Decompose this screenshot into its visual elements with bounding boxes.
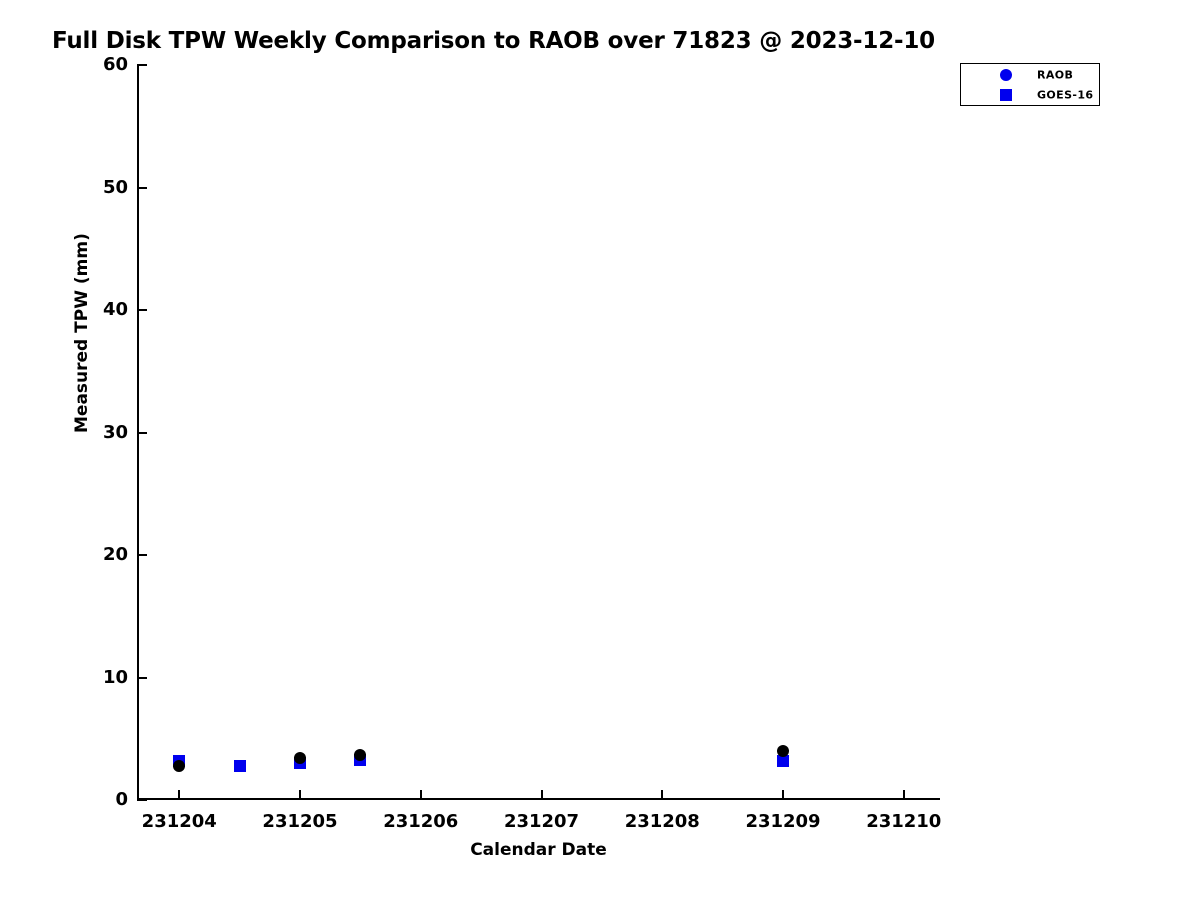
- y-tick-mark: [137, 431, 147, 434]
- y-tick-label: 20: [102, 544, 128, 565]
- legend-label: RAOB: [1037, 68, 1074, 82]
- y-tick-label: 0: [115, 789, 128, 810]
- data-point-raob: [294, 752, 306, 765]
- x-tick-mark: [661, 790, 664, 800]
- x-tick-mark: [782, 790, 785, 800]
- y-tick-mark: [137, 64, 147, 66]
- x-tick-label: 231207: [503, 811, 580, 832]
- data-point-raob: [173, 759, 186, 772]
- x-tick-mark: [902, 790, 905, 800]
- legend-marker-circle-icon: [1000, 69, 1012, 81]
- x-tick-mark: [178, 790, 181, 800]
- y-tick-label: 30: [102, 421, 128, 443]
- y-tick-mark: [137, 186, 147, 189]
- y-tick-mark: [137, 799, 147, 801]
- chart-legend: RAOB GOES-16: [960, 63, 1100, 106]
- plot-area: 0 10 20 30 40 50 60 231204 231205 231206 231207 23…: [103, 54, 941, 860]
- x-tick-mark: [419, 790, 422, 800]
- legend-marker-square-icon: [1000, 89, 1012, 101]
- data-point-raob: [354, 748, 367, 761]
- y-axis-label: Measured TPW (mm): [72, 233, 92, 433]
- y-tick-label: 50: [102, 176, 128, 198]
- y-tick-label: 40: [102, 299, 128, 320]
- y-tick-label: 10: [102, 666, 128, 688]
- x-axis-label: Calendar Date: [470, 840, 607, 860]
- x-tick-label: 231210: [866, 811, 942, 832]
- data-point-goes-16: [777, 754, 790, 767]
- data-point-raob: [777, 745, 790, 757]
- x-tick-label: 231205: [262, 811, 338, 832]
- y-tick-mark: [137, 309, 147, 311]
- x-axis-line: [137, 798, 940, 800]
- data-point-goes-16: [233, 759, 246, 772]
- y-tick-label: 60: [102, 54, 128, 75]
- x-tick-label: 231204: [141, 811, 217, 832]
- chart-title: Full Disk TPW Weekly Comparison to RAOB …: [52, 28, 935, 54]
- legend-label: GOES-16: [1037, 88, 1094, 102]
- x-tick-mark: [299, 790, 301, 800]
- x-tick-label: 231209: [745, 811, 821, 832]
- x-tick-label: 231206: [383, 811, 459, 832]
- y-tick-mark: [137, 554, 147, 556]
- x-tick-mark: [540, 790, 543, 800]
- y-tick-mark: [137, 676, 147, 679]
- x-tick-label: 231208: [624, 811, 700, 832]
- legend-item-goes-16[interactable]: GOES-16: [961, 85, 1099, 105]
- legend-item-raob[interactable]: RAOB: [961, 65, 1099, 85]
